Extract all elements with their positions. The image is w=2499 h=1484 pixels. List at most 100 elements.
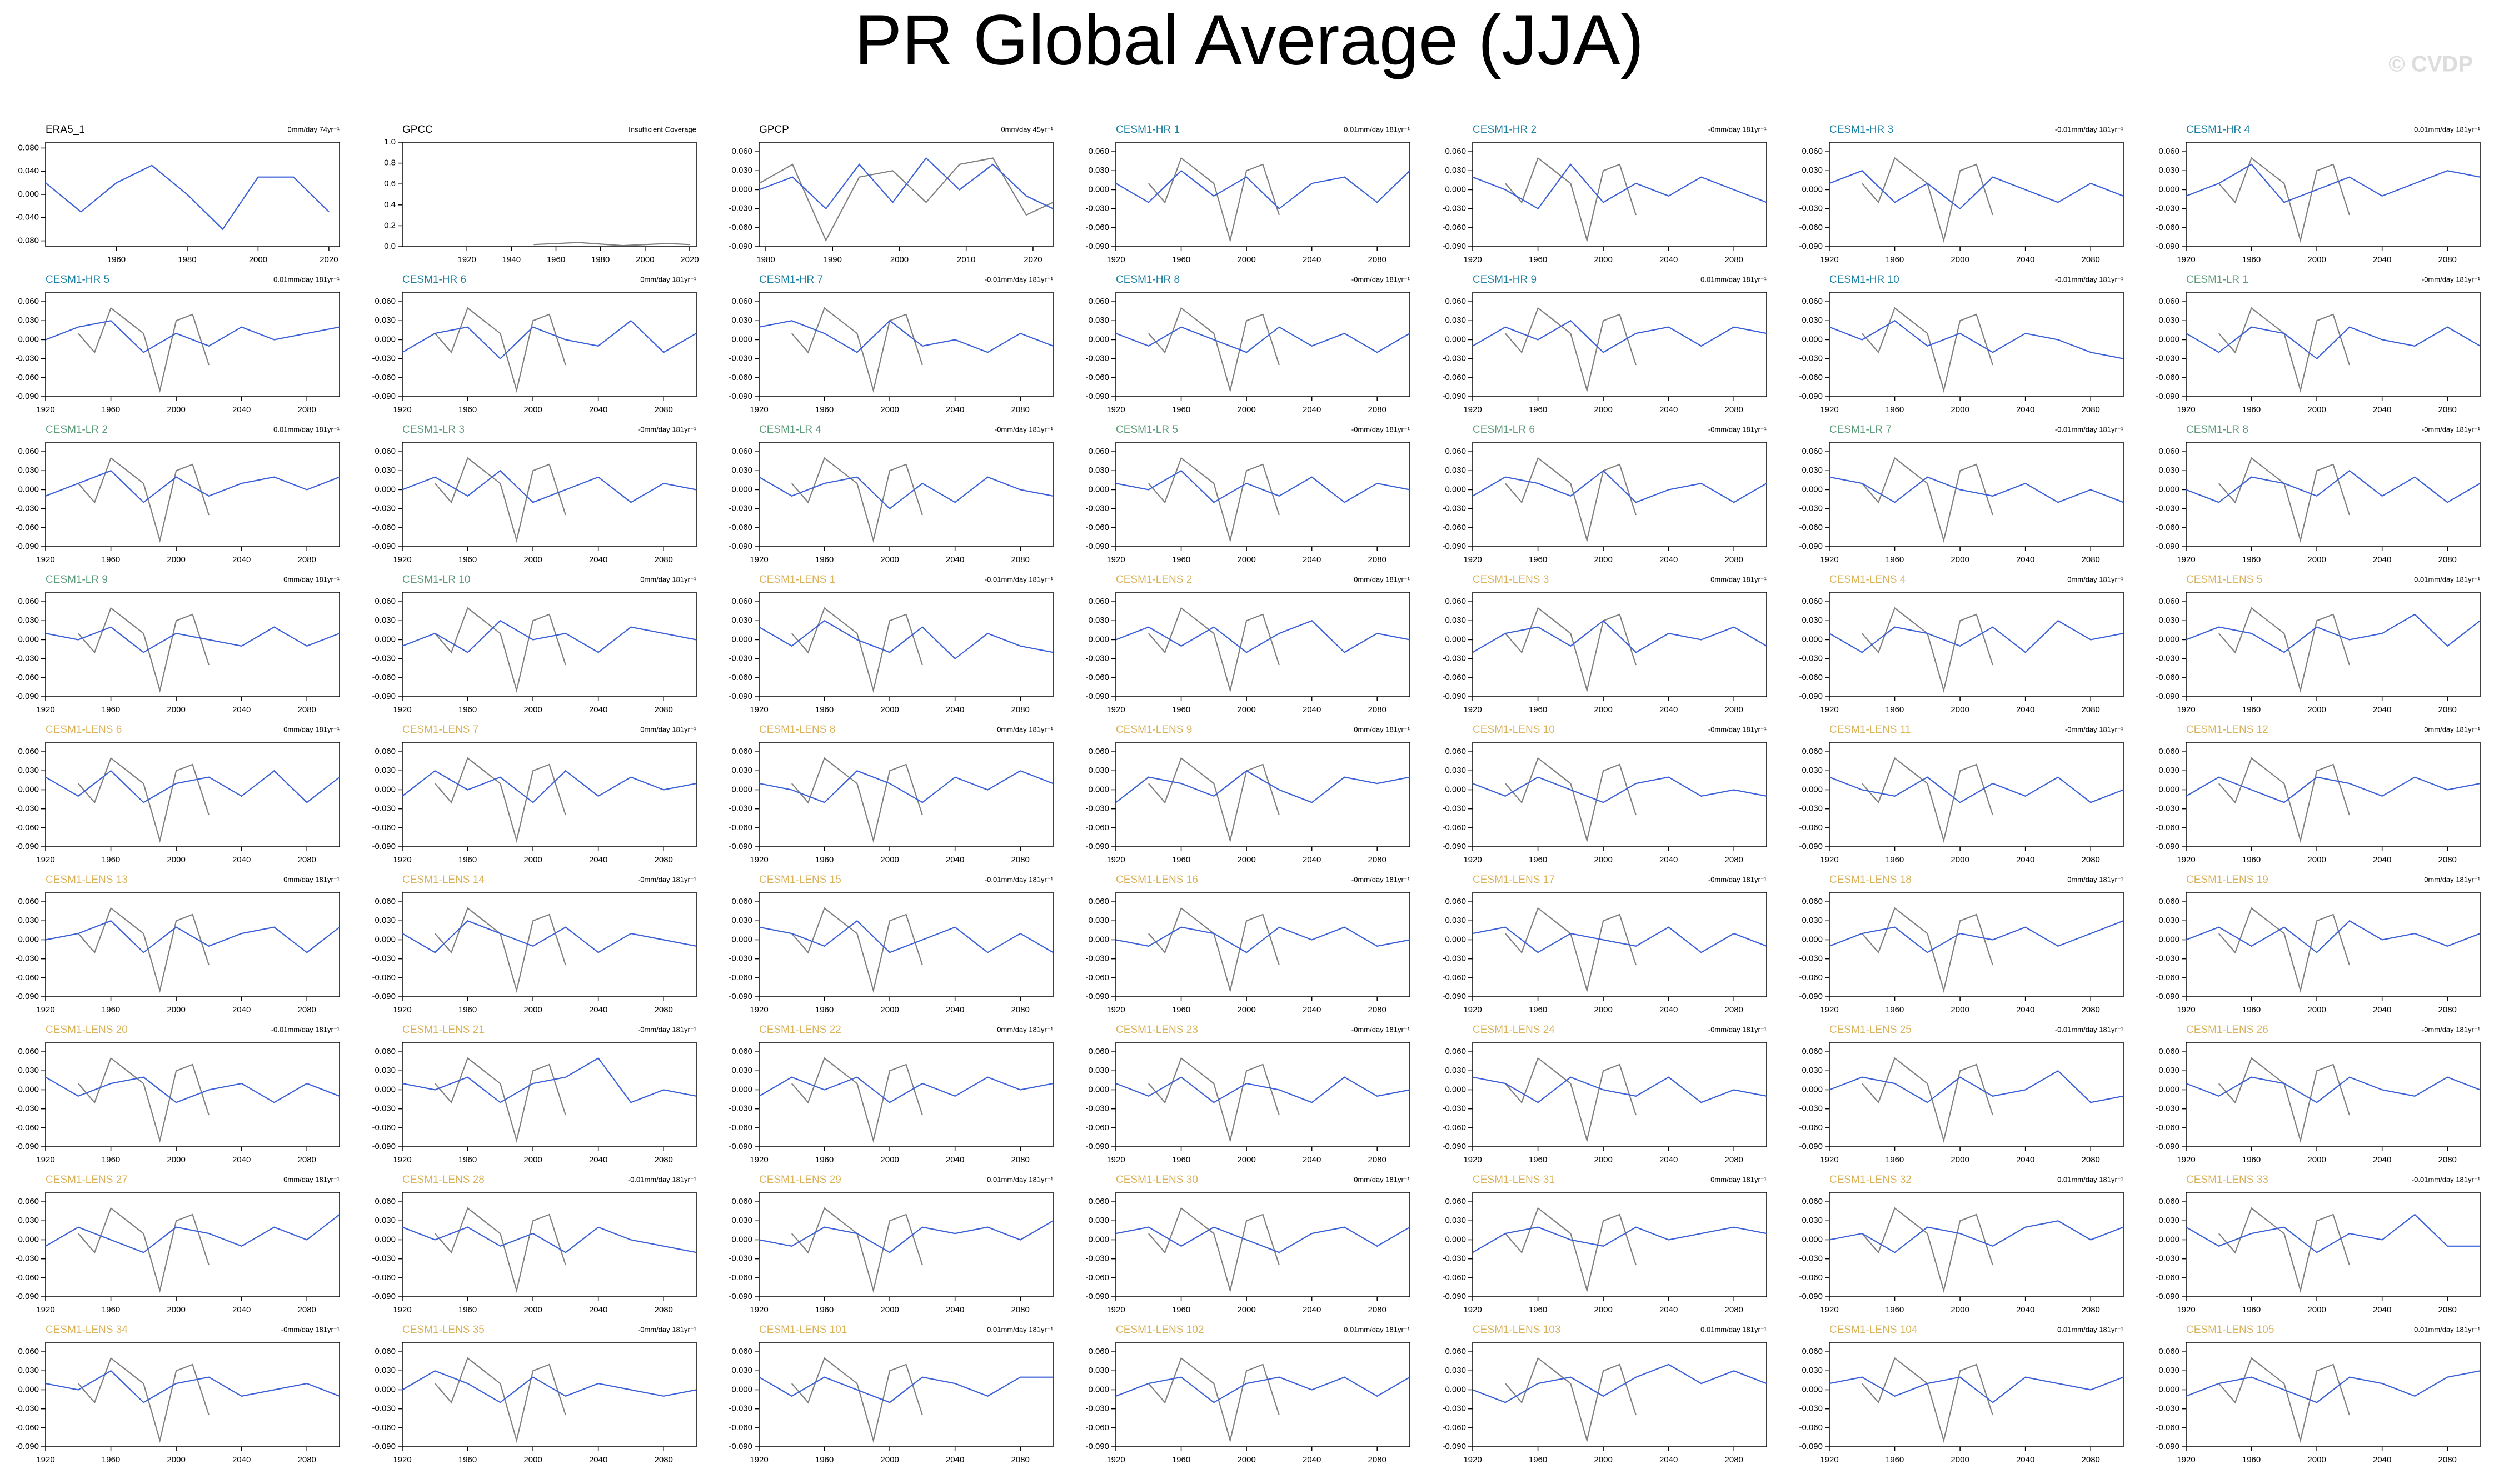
- x-tick-label: 1960: [1529, 1155, 1547, 1165]
- x-tick-label: 2000: [1594, 405, 1612, 414]
- x-tick-label: 1960: [815, 1005, 834, 1015]
- series-line: [759, 476, 1054, 510]
- x-tick-label: 1960: [102, 855, 120, 865]
- y-tick-label: 0.060: [18, 1047, 39, 1056]
- y-tick-label: -0.090: [1799, 392, 1823, 401]
- y-tick-label: -0.090: [2156, 842, 2179, 851]
- x-tick-label: 2000: [1594, 255, 1612, 264]
- x-tick-label: 2080: [2082, 405, 2100, 414]
- y-tick-label: 0.030: [1802, 1216, 1823, 1225]
- obs-line: [77, 1207, 210, 1293]
- plot-frame: [1829, 142, 2124, 247]
- plot-frame: [402, 592, 697, 697]
- panel-subtitle: 0mm/day 181yr⁻¹: [2424, 725, 2480, 733]
- plot-frame: [1829, 292, 2124, 397]
- series-line: [759, 319, 1054, 353]
- y-tick-label: -0.090: [1085, 542, 1109, 551]
- y-tick-label: 0.060: [375, 1047, 396, 1056]
- panel-subtitle: 0mm/day 181yr⁻¹: [1710, 1175, 1767, 1183]
- y-tick-label: 0.030: [1445, 1066, 1466, 1075]
- y-tick-label: 0.030: [18, 466, 39, 475]
- y-tick-label: 0.000: [18, 484, 39, 494]
- y-tick-label: -0.090: [1085, 692, 1109, 701]
- obs-line: [434, 1357, 566, 1443]
- panel-subtitle: -0mm/day 181yr⁻¹: [2422, 275, 2481, 283]
- y-tick-label: -0.060: [729, 373, 752, 382]
- obs-line: [1861, 607, 1993, 693]
- y-tick-label: -0.030: [2156, 1254, 2179, 1263]
- plot-frame: [2186, 292, 2481, 397]
- y-tick-label: 0.000: [731, 935, 752, 944]
- x-tick-label: 2000: [523, 1155, 542, 1165]
- plot-frame: [1472, 142, 1767, 247]
- y-tick-label: -0.060: [1799, 973, 1823, 982]
- y-tick-label: -0.060: [1799, 1123, 1823, 1132]
- y-tick-label: 0.000: [18, 785, 39, 794]
- y-tick-label: 0.030: [731, 1216, 752, 1225]
- x-tick-label: 2040: [1303, 705, 1321, 714]
- y-tick-label: 0.060: [1088, 897, 1109, 906]
- y-tick-label: 0.060: [375, 597, 396, 606]
- y-tick-label: -0.090: [729, 542, 752, 551]
- y-tick-label: 0.060: [375, 1347, 396, 1356]
- y-tick-label: 0.030: [731, 1366, 752, 1375]
- panel-subtitle: 0.01mm/day 181yr⁻¹: [2057, 1175, 2124, 1183]
- panel-subtitle: 0mm/day 181yr⁻¹: [2424, 875, 2480, 883]
- x-tick-label: 1960: [102, 1305, 120, 1315]
- x-tick-label: 2040: [589, 855, 607, 865]
- plot-frame: [1829, 742, 2124, 847]
- obs-line: [1861, 1057, 1993, 1143]
- x-tick-label: 2040: [946, 855, 964, 865]
- panel-subtitle: 0.01mm/day 181yr⁻¹: [1700, 1325, 1767, 1333]
- plot-frame: [1829, 442, 2124, 547]
- x-tick-label: 2080: [2438, 1455, 2457, 1465]
- x-tick-label: 2040: [946, 405, 964, 414]
- x-tick-label: 1960: [1886, 555, 1904, 564]
- obs-line: [434, 907, 566, 993]
- panel-subtitle: -0mm/day 181yr⁻¹: [1708, 725, 1767, 733]
- x-tick-label: 1920: [1106, 1455, 1125, 1465]
- obs-line: [2218, 1057, 2350, 1143]
- plot-frame: [402, 1042, 697, 1147]
- x-tick-label: 1920: [36, 1005, 54, 1015]
- y-tick-label: -0.030: [1085, 804, 1109, 813]
- obs-line: [1148, 307, 1280, 393]
- y-tick-label: -0.030: [1085, 354, 1109, 363]
- y-tick-label: 0.000: [1802, 935, 1823, 944]
- series-line: [2186, 1370, 2481, 1403]
- y-tick-label: 0.030: [1445, 316, 1466, 325]
- x-tick-label: 2080: [1368, 1005, 1386, 1015]
- plot-frame: [402, 742, 697, 847]
- y-tick-label: -0.060: [2156, 1123, 2179, 1132]
- x-tick-label: 1920: [750, 705, 768, 714]
- y-tick-label: -0.090: [1799, 242, 1823, 251]
- panel-title: CESM1-LR 6: [1473, 424, 1535, 436]
- series-line: [533, 242, 690, 247]
- series-line: [1472, 469, 1767, 503]
- y-tick-label: 0.060: [1802, 1347, 1823, 1356]
- obs-line: [791, 907, 923, 993]
- y-tick-label: 0.040: [18, 166, 39, 176]
- series-line: [45, 320, 340, 353]
- y-tick-label: 0.060: [731, 147, 752, 156]
- series-line: [759, 157, 1054, 210]
- x-tick-label: 2040: [1659, 255, 1678, 264]
- obs-line: [434, 1057, 566, 1143]
- x-tick-label: 2080: [1368, 405, 1386, 414]
- obs-line: [2218, 307, 2350, 393]
- y-tick-label: -0.060: [15, 523, 39, 532]
- panel-title: CESM1-LENS 24: [1473, 1024, 1555, 1036]
- x-tick-label: 2040: [232, 1455, 251, 1465]
- plot-frame: [759, 1042, 1054, 1147]
- x-tick-label: 1920: [393, 1305, 411, 1315]
- y-tick-label: -0.060: [15, 373, 39, 382]
- x-tick-label: 1960: [1886, 705, 1904, 714]
- y-tick-label: -0.090: [1799, 1292, 1823, 1301]
- panel-title: CESM1-LENS 10: [1473, 724, 1555, 736]
- y-tick-label: -0.090: [1799, 842, 1823, 851]
- y-tick-label: 0.060: [375, 447, 396, 456]
- y-tick-label: -0.060: [372, 1273, 396, 1282]
- x-tick-label: 1920: [2177, 705, 2195, 714]
- plot-frame: [759, 1192, 1054, 1297]
